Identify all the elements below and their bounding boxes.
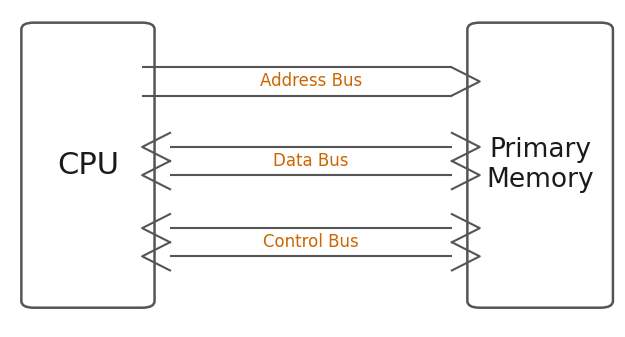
FancyBboxPatch shape — [468, 23, 613, 308]
FancyBboxPatch shape — [21, 23, 154, 308]
Text: Primary
Memory: Primary Memory — [486, 137, 594, 193]
Text: Control Bus: Control Bus — [263, 233, 359, 251]
Text: Data Bus: Data Bus — [273, 152, 349, 170]
Text: Address Bus: Address Bus — [260, 72, 362, 90]
Text: CPU: CPU — [57, 151, 119, 180]
